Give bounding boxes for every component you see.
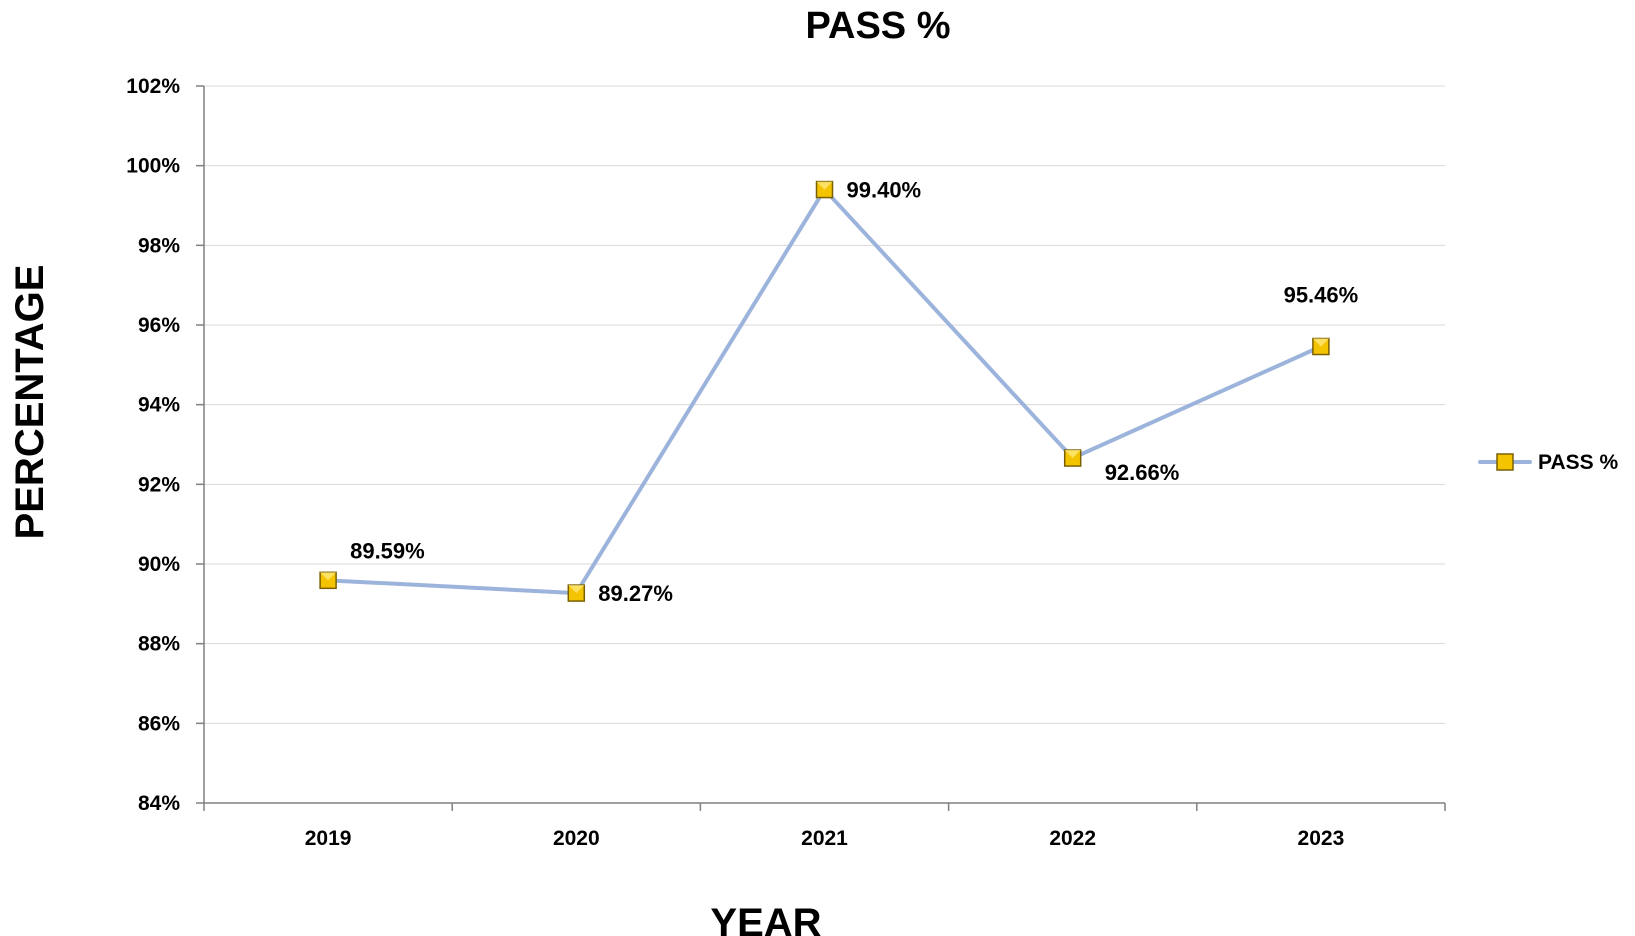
y-tick-label: 86%: [138, 712, 180, 735]
y-tick-label: 92%: [138, 473, 180, 496]
data-point-marker-highlight: [320, 572, 337, 581]
data-point-marker-highlight: [1312, 338, 1329, 347]
data-label: 95.46%: [1284, 283, 1359, 308]
series-line: [326, 187, 1323, 596]
axes: 84% 86% 88% 90% 92% 94% 96% 98% 100% 102% 2019 2020…: [126, 75, 1446, 850]
x-tick-label: 2020: [553, 827, 600, 850]
data-label: 89.27%: [598, 581, 673, 606]
y-axis-title: PERCENTAGE: [8, 265, 52, 540]
data-point-marker: [815, 180, 834, 199]
y-tick-label: 84%: [138, 792, 180, 815]
data-label: 92.66%: [1105, 460, 1180, 485]
y-tick-label: 94%: [138, 394, 180, 417]
data-point-marker: [1312, 337, 1330, 356]
y-tick-label: 90%: [138, 553, 180, 576]
data-point-marker-highlight: [568, 585, 585, 594]
data-point-marker: [319, 571, 337, 590]
y-tick-label: 98%: [138, 234, 180, 257]
x-tick-label: 2023: [1298, 827, 1345, 850]
legend-marker: [1496, 453, 1514, 471]
y-tick-label: 100%: [126, 155, 180, 178]
data-point-marker-highlight: [1064, 450, 1081, 459]
data-label: 99.40%: [847, 178, 922, 203]
gridlines: [204, 85, 1445, 724]
y-tick-label: 102%: [126, 75, 180, 98]
x-tick-label: 2019: [305, 827, 352, 850]
x-axis-title: YEAR: [710, 901, 821, 936]
data-label: 89.59%: [350, 538, 425, 563]
y-tick-label: 96%: [138, 314, 180, 337]
x-tick-label: 2021: [801, 827, 848, 850]
data-point-marker: [567, 584, 586, 602]
data-point-marker-highlight: [816, 181, 833, 190]
y-tick-label: 88%: [138, 633, 180, 656]
series-pass-percent: 89.59% 89.27% 99.40% 92.66% 95.46%: [319, 178, 1359, 606]
data-point-marker: [1063, 449, 1082, 467]
legend-label: PASS %: [1538, 451, 1618, 474]
chart-title: PASS %: [805, 5, 950, 47]
legend: PASS %: [1478, 451, 1618, 474]
x-tick-label: 2022: [1049, 827, 1096, 850]
